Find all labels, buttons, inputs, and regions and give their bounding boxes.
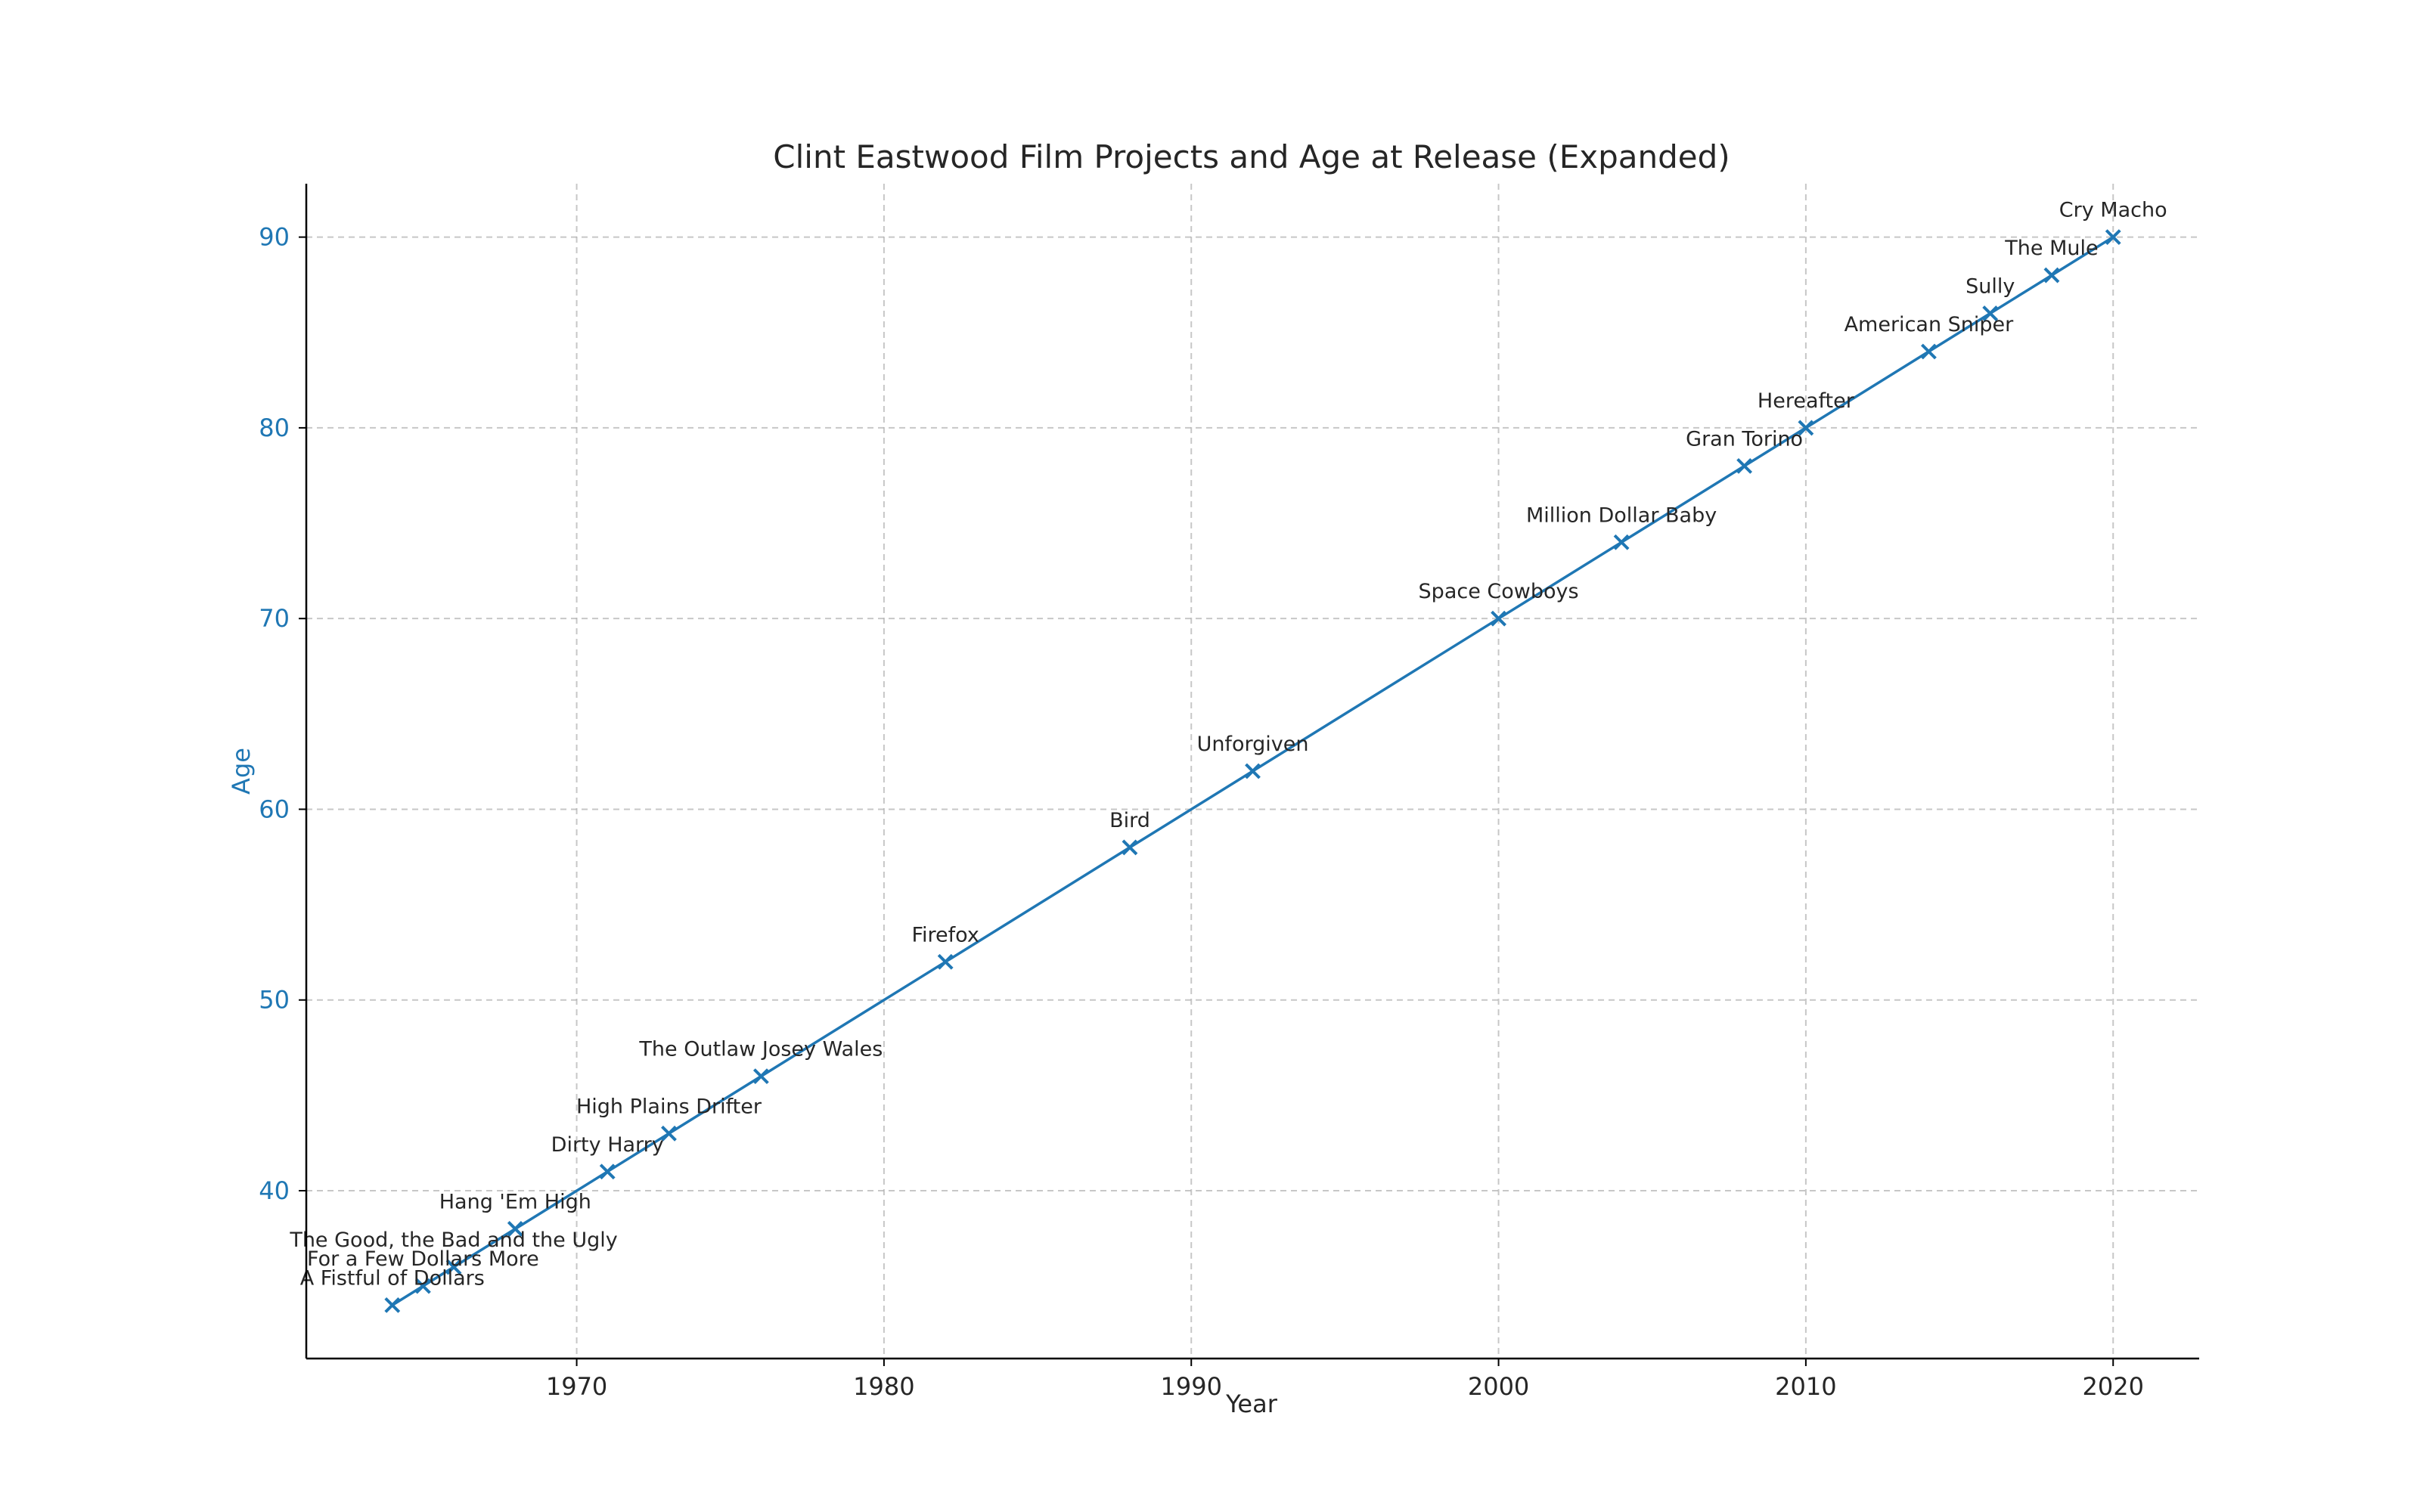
data-point: [1613, 534, 1630, 550]
x-tick-label: 2020: [2083, 1372, 2144, 1401]
point-label: Dirty Harry: [551, 1133, 664, 1157]
marker-x-stroke: [384, 1297, 401, 1313]
marker-x-stroke: [937, 953, 954, 970]
marker-x-stroke: [445, 1259, 462, 1275]
point-label: The Good, the Bad and the Ugly: [289, 1228, 617, 1252]
marker-x-stroke: [1245, 763, 1261, 779]
marker-x-stroke: [661, 1125, 677, 1142]
data-point: [507, 1221, 523, 1237]
marker-x-stroke: [1921, 343, 1937, 360]
data-point: [2043, 267, 2060, 284]
data-point: [1736, 457, 1753, 474]
marker-x-stroke: [752, 1068, 769, 1085]
y-tick-label: 80: [259, 414, 290, 442]
point-label: Bird: [1109, 809, 1150, 832]
series-line: [391, 236, 2114, 1306]
data-point: [599, 1163, 616, 1180]
y-tick-label: 50: [259, 986, 290, 1015]
marker-x-stroke: [1122, 839, 1138, 856]
data-point: [1122, 839, 1138, 856]
marker-x-stroke: [2105, 229, 2121, 246]
data-point: [937, 953, 954, 970]
point-label: Unforgiven: [1197, 733, 1309, 756]
marker-x-stroke: [1491, 610, 1506, 627]
series: [384, 229, 2121, 1313]
point-label: Space Cowboys: [1419, 580, 1579, 603]
point-label: Cry Macho: [2059, 199, 2167, 222]
point-label: The Outlaw Josey Wales: [638, 1038, 883, 1061]
marker-x-stroke: [1982, 305, 1999, 321]
marker-x-stroke: [599, 1163, 616, 1180]
data-point: [1798, 420, 1814, 436]
marker-x-stroke: [1798, 420, 1814, 436]
y-tick-label: 90: [259, 223, 290, 252]
point-label: Gran Torino: [1686, 427, 1803, 451]
y-tick-label: 60: [259, 795, 290, 823]
data-point: [1491, 610, 1506, 627]
data-point: [384, 1297, 401, 1313]
x-tick-label: 1970: [546, 1372, 607, 1401]
data-point: [752, 1068, 769, 1085]
x-tick-label: 1980: [853, 1372, 914, 1401]
y-tick-label: 70: [259, 604, 290, 633]
x-tick-label: 2000: [1468, 1372, 1529, 1401]
data-point: [1982, 305, 1999, 321]
point-label: For a Few Dollars More: [307, 1247, 539, 1271]
data-point: [2105, 229, 2121, 246]
data-point: [661, 1125, 677, 1142]
marker-x-stroke: [1736, 457, 1753, 474]
data-point: [1921, 343, 1937, 360]
y-tick-label: 40: [259, 1176, 290, 1205]
marker-x-stroke: [507, 1221, 523, 1237]
point-label: American Sniper: [1844, 313, 2015, 336]
x-axis-label: Year: [1225, 1390, 1278, 1418]
axes: [305, 184, 2199, 1360]
data-point: [414, 1278, 431, 1294]
grid: [306, 184, 2199, 1359]
point-label: Million Dollar Baby: [1526, 503, 1717, 527]
y-axis-label: Age: [227, 748, 256, 795]
marker-x-stroke: [1613, 534, 1630, 550]
marker-x-stroke: [2043, 267, 2060, 284]
point-label: The Mule: [2004, 237, 2098, 260]
point-label: A Fistful of Dollars: [300, 1266, 485, 1290]
marker-x-stroke: [414, 1278, 431, 1294]
x-tick-label: 1990: [1161, 1372, 1222, 1401]
x-tick-label: 2010: [1775, 1372, 1836, 1401]
ticks: 1970 1980 1990 2000 2010 2020 40 50 60 70 80 90: [259, 223, 2144, 1401]
point-label: Sully: [1965, 275, 2015, 299]
point-label: Hang 'Em High: [439, 1190, 591, 1213]
point-label: Firefox: [911, 923, 979, 947]
chart-title: Clint Eastwood Film Projects and Age at …: [773, 138, 1730, 175]
point-label: Hereafter: [1758, 389, 1855, 413]
point-label: High Plains Drifter: [576, 1095, 762, 1118]
data-point: [445, 1259, 462, 1275]
data-point: [1245, 763, 1261, 779]
